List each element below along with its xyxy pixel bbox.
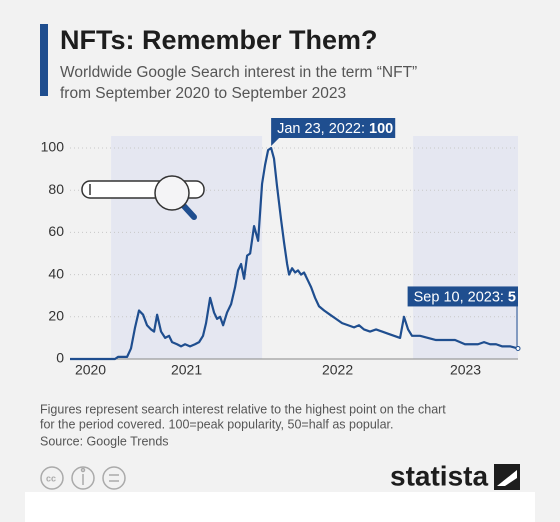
note: Figures represent search interest relati…: [40, 402, 446, 416]
cc-text: cc: [46, 473, 56, 483]
by-mark: [80, 467, 86, 473]
by-icon: [71, 466, 95, 490]
annotation: Jan 23, 2022: 100: [271, 118, 396, 146]
source: Source: Google Trends: [40, 434, 169, 448]
brand-mark: [494, 464, 520, 490]
cc-icon: [40, 466, 64, 490]
nd-icon: [102, 466, 126, 490]
annotation-box: [407, 286, 518, 307]
year-band: [111, 136, 263, 359]
brand-wave: [497, 470, 517, 486]
annotation-box: [271, 118, 396, 138]
grid: 2020 2021 2022 2023 0 20 40 60 80 100: [41, 139, 518, 378]
bottom-panel: [25, 492, 535, 522]
y-tick-label: 100: [41, 139, 65, 155]
annotation-text: Sep 10, 2023: 5: [414, 289, 516, 305]
year-bands: [111, 136, 518, 359]
x-tick-label: 2021: [171, 362, 202, 378]
annotation-value: 5: [508, 289, 516, 305]
annotation-date: Jan 23, 2022:: [277, 121, 365, 137]
line-series: [70, 146, 519, 361]
annotation-value: 100: [369, 121, 393, 137]
year-band: [413, 136, 518, 359]
license-icons: [40, 466, 126, 490]
title-accent: [40, 24, 48, 96]
x-tick-label: 2023: [450, 362, 481, 378]
plot: Jan 23, 2022: 100 Sep 10, 2023: 5: [70, 118, 521, 361]
annotation-text: Jan 23, 2022: 100: [277, 121, 393, 137]
y-tick-label: 60: [48, 223, 64, 239]
magnifier-handle: [180, 202, 197, 220]
x-tick-label: 2020: [75, 362, 106, 378]
annotation-point: [515, 345, 521, 351]
subtitle: from September 2020 to September 2023: [60, 85, 346, 102]
annotation: Sep 10, 2023: 5: [407, 286, 521, 351]
y-tick-label: 20: [48, 308, 64, 324]
y-tick-label: 40: [48, 265, 64, 281]
y-tick-label: 80: [48, 181, 64, 197]
subtitle: Worldwide Google Search interest in the …: [60, 64, 417, 81]
magnifier: [154, 175, 190, 211]
note: for the period covered. 100=peak popular…: [40, 417, 394, 431]
y-tick-label: 0: [56, 350, 64, 366]
annotation-date: Sep 10, 2023:: [414, 289, 504, 305]
chart-title: NFTs: Remember Them?: [60, 25, 378, 55]
x-tick-label: 2022: [322, 362, 353, 378]
annotation-pointer: [271, 138, 280, 146]
search-icon: [81, 175, 205, 220]
brand-logo: statista: [390, 460, 488, 491]
